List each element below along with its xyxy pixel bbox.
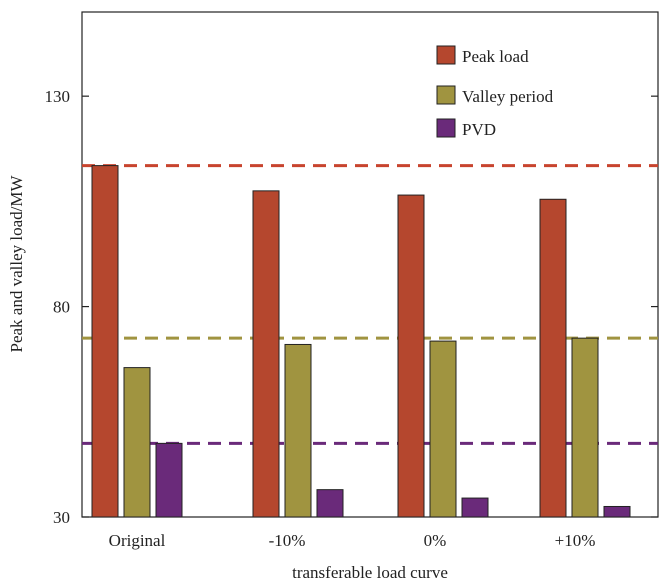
- y-tick-label: 30: [53, 508, 70, 527]
- bar-valley-period-3: [571, 337, 599, 518]
- x-tick-labels: Original -10% 0% +10%: [109, 531, 596, 550]
- legend-swatch-valley-period: [436, 85, 456, 105]
- x-axis-label: transferable load curve: [292, 563, 448, 582]
- bar-pvd-1: [316, 489, 344, 518]
- bars: [91, 165, 631, 518]
- x-tick-label: -10%: [269, 531, 306, 550]
- bar-valley-period-2: [429, 340, 457, 518]
- y-tick-label: 80: [53, 298, 70, 317]
- x-tick-label: +10%: [555, 531, 596, 550]
- legend-label-valley-period: Valley period: [462, 87, 554, 106]
- bar-peak-load-1: [252, 190, 280, 518]
- x-tick-label: 0%: [424, 531, 447, 550]
- bar-peak-load-0: [91, 165, 119, 518]
- bar-pvd-2: [461, 497, 489, 518]
- legend: Peak load Valley period PVD: [436, 45, 554, 139]
- y-tick-label: 130: [45, 87, 71, 106]
- bar-valley-period-0: [123, 367, 151, 518]
- bar-peak-load-3: [539, 198, 567, 518]
- x-tick-label: Original: [109, 531, 166, 550]
- y-tick-labels: 30 80 130: [45, 87, 71, 527]
- bar-valley-period-1: [284, 343, 312, 518]
- legend-swatch-pvd: [436, 118, 456, 138]
- legend-label-pvd: PVD: [462, 120, 496, 139]
- ticks: [82, 95, 658, 518]
- bar-pvd-0: [155, 442, 183, 518]
- bar-peak-load-2: [397, 194, 425, 518]
- y-axis-label: Peak and valley load/MW: [7, 175, 26, 353]
- legend-swatch-peak-load: [436, 45, 456, 65]
- bar-pvd-3: [603, 505, 631, 518]
- legend-label-peak-load: Peak load: [462, 47, 529, 66]
